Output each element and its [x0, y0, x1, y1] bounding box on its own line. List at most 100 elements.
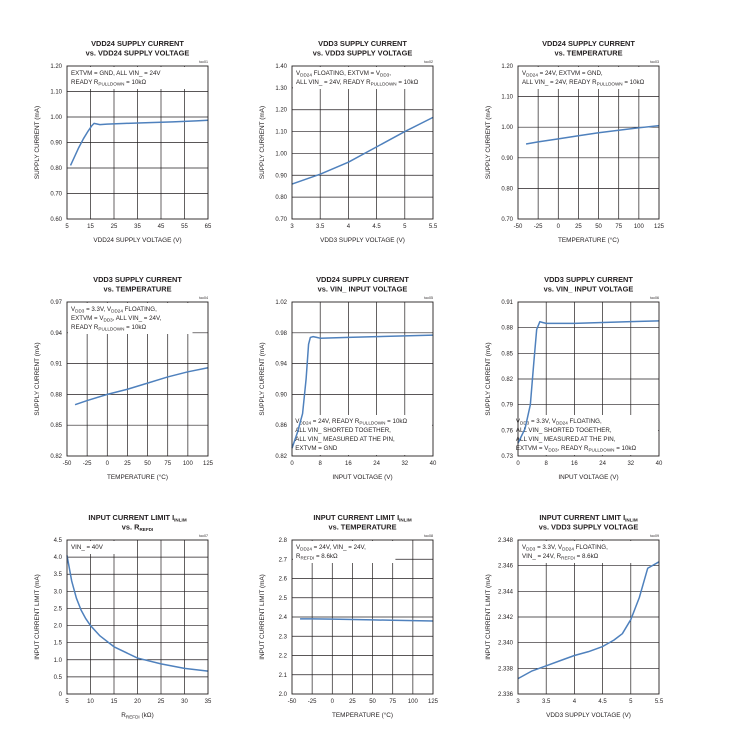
- chart-title-line-1: VDD24 SUPPLY CURRENT: [316, 275, 409, 284]
- annotation-line-1-segment-3: DD24: [556, 421, 568, 426]
- x-tick-label: 100: [183, 461, 194, 467]
- x-tick-label-segment-0: 45: [158, 224, 165, 230]
- series-line: [300, 618, 434, 622]
- x-tick-label-segment-0: 0: [331, 699, 335, 705]
- annotation-line-1: EXTVM = GND, ALL VIN_ = 24V: [71, 70, 161, 77]
- chart-title-line-1: VDD3 SUPPLY CURRENT: [544, 275, 633, 284]
- y-tick-label: 2.342: [498, 615, 514, 621]
- chart-title-line-1: VDD3 SUPPLY CURRENT: [93, 275, 182, 284]
- x-axis-label-segment-0: TEMPERATURE (°C): [332, 711, 393, 719]
- chart-title-line-1: VDD24 SUPPLY CURRENT: [91, 39, 184, 48]
- y-tick-label: 0.91: [501, 300, 513, 306]
- series-line: [69, 119, 209, 166]
- toc-label-segment-0: toc06: [650, 296, 659, 300]
- chart-title-line-1-segment-0: VDD24 SUPPLY CURRENT: [91, 39, 184, 48]
- y-tick-label-segment-0: 0.76: [501, 428, 513, 434]
- chart-title-line-1-segment-1: INLIM: [399, 518, 412, 523]
- plot-frame: [66, 65, 209, 220]
- annotation: VDD3 = 3.3V, VDD24 FLOATING,VIN_ = 24V, …: [519, 541, 635, 563]
- y-tick-label: 1.00: [275, 151, 287, 157]
- y-axis-label: INPUT CURRENT LIMIT (mA): [34, 574, 41, 660]
- y-tick-label: 2.1: [279, 673, 288, 679]
- annotation-line-1-segment-2: = 3.3V, V: [535, 544, 563, 551]
- toc-label-segment-0: toc09: [650, 534, 659, 538]
- x-tick-label-segment-0: 15: [87, 224, 94, 230]
- y-tick-label: 0.5: [54, 675, 63, 681]
- y-tick-label: 0.82: [50, 454, 62, 460]
- annotation-line-4-segment-0: EXTVM = V: [516, 445, 549, 452]
- series-line: [66, 555, 209, 672]
- x-tick-label-segment-0: 5: [629, 699, 633, 705]
- x-tick-label: 8: [319, 461, 323, 467]
- chart-title-line-2: vs. TEMPERATURE: [554, 49, 622, 58]
- plot-frame: [517, 65, 660, 220]
- annotation-line-1-segment-1: DD3: [526, 547, 536, 552]
- y-tick-label-segment-0: 0.80: [50, 166, 62, 172]
- y-tick-label-segment-0: 1.5: [54, 641, 63, 647]
- y-tick-label-segment-0: 0.85: [50, 423, 62, 429]
- y-tick-label: 0.86: [275, 423, 287, 429]
- chart-title-line-2-segment-0: vs. VIN_ INPUT VOLTAGE: [544, 285, 634, 294]
- x-axis-label: INPUT VOLTAGE (V): [332, 474, 392, 481]
- annotation-line-1-segment-4: = 10kΩ: [385, 418, 407, 425]
- y-tick-label: 2.8: [279, 538, 288, 544]
- x-tick-label-segment-0: 75: [615, 224, 622, 230]
- y-tick-label: 2.348: [498, 538, 514, 544]
- y-tick-label-segment-0: 2.344: [498, 589, 514, 595]
- y-tick-label-segment-0: 0.5: [54, 675, 63, 681]
- y-tick-label-segment-0: 2.2: [279, 654, 288, 660]
- annotation-line-1-segment-0: VIN_ = 40V: [71, 544, 104, 551]
- annotation-line-1-segment-1: DD24: [300, 547, 312, 552]
- x-tick-label-segment-0: 3.5: [316, 224, 325, 230]
- annotation-background: [519, 541, 635, 563]
- plot-frame: [66, 301, 209, 457]
- chart-title-line-1-segment-1: INLIM: [625, 518, 638, 523]
- annotation-line-1-segment-4: FLOATING,: [574, 544, 608, 551]
- y-tick-label: 0.91: [50, 362, 62, 368]
- y-tick-label: 0.94: [50, 331, 62, 337]
- chart-title-line-1-segment-0: VDD3 SUPPLY CURRENT: [544, 275, 633, 284]
- annotation-line-3: ALL VIN_ MEASURED AT THE PIN,: [295, 436, 395, 443]
- y-tick-label: 1.20: [501, 64, 513, 70]
- annotation-line-4-segment-3: PULLDOWN: [588, 448, 614, 453]
- x-tick-label: 5: [65, 699, 69, 705]
- x-tick-label-segment-0: 5.5: [429, 224, 438, 230]
- annotation-line-3: ALL VIN_ MEASURED AT THE PIN,: [516, 436, 616, 443]
- annotation: VIN_ = 40V: [68, 541, 116, 554]
- annotation-line-2-segment-0: ALL VIN_ SHORTED TOGETHER,: [516, 427, 612, 434]
- x-tick-label-segment-0: 55: [181, 224, 188, 230]
- x-tick-label: 5.5: [655, 699, 664, 705]
- annotation-line-2-segment-2: , ALL VIN_ = 24V,: [113, 315, 162, 322]
- gridlines: [518, 302, 659, 456]
- x-tick-label-segment-0: -25: [83, 461, 92, 467]
- annotation-line-3-segment-1: PULLDOWN: [98, 327, 124, 332]
- y-tick-label-segment-0: 0.79: [501, 403, 513, 409]
- x-axis-label-segment-0: INPUT VOLTAGE (V): [558, 474, 618, 481]
- y-tick-label-segment-0: 1.10: [50, 90, 62, 96]
- y-tick-label-segment-0: 2.0: [279, 692, 288, 698]
- y-axis-label-segment-0: INPUT CURRENT LIMIT (mA): [259, 574, 266, 660]
- annotation-line-1-segment-0: V: [295, 418, 300, 425]
- y-tick-label-segment-0: 0.70: [501, 217, 513, 223]
- series-line: [291, 334, 434, 449]
- x-axis-label: TEMPERATURE (°C): [558, 236, 619, 244]
- x-tick-label: 3: [290, 224, 294, 230]
- y-tick-label: 2.340: [498, 641, 514, 647]
- chart-title-line-2-segment-0: vs. VIN_ INPUT VOLTAGE: [318, 285, 408, 294]
- y-tick-label-segment-0: 0.90: [501, 156, 513, 162]
- annotation-background: [293, 67, 450, 89]
- y-tick-label: 0.90: [501, 156, 513, 162]
- y-tick-label: 0.73: [501, 454, 513, 460]
- x-tick-label-segment-0: 50: [144, 461, 151, 467]
- x-tick-label: 20: [134, 699, 141, 705]
- x-tick-label-segment-0: 0: [106, 461, 110, 467]
- toc-label-segment-0: toc02: [424, 60, 433, 64]
- x-tick-label-segment-0: 16: [571, 461, 578, 467]
- x-tick-label-segment-0: 5: [403, 224, 407, 230]
- toc-label: toc04: [199, 296, 208, 300]
- y-tick-label-segment-0: 2.342: [498, 615, 514, 621]
- annotation-background: [68, 67, 188, 89]
